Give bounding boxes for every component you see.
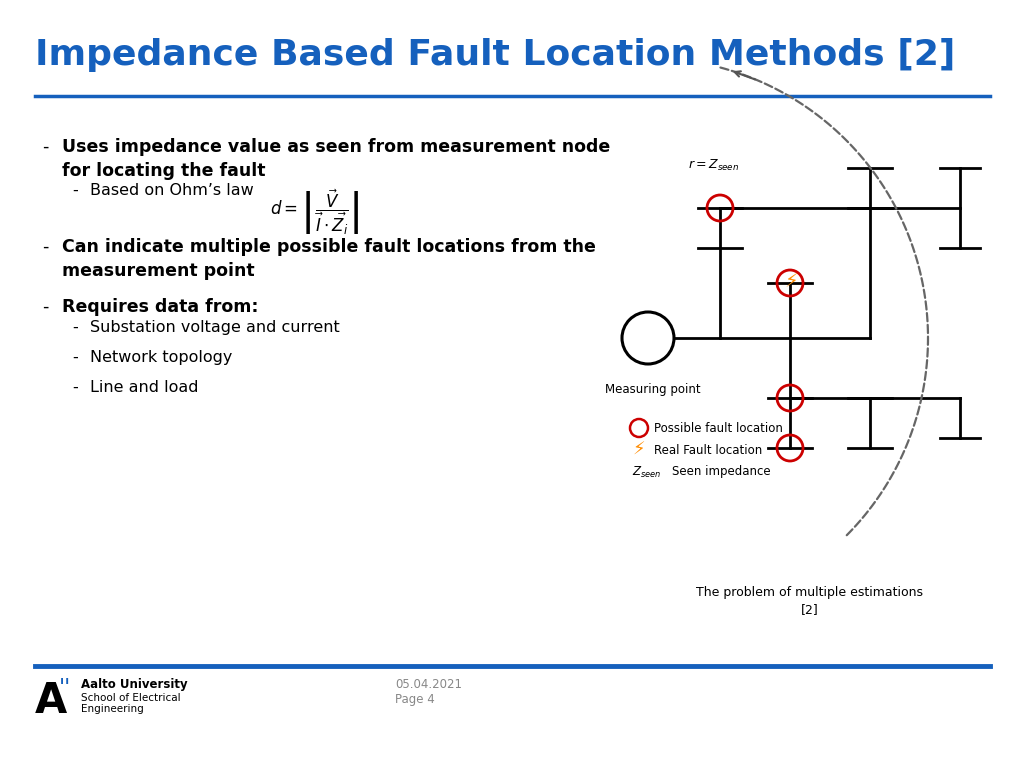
Text: Impedance Based Fault Location Methods [2]: Impedance Based Fault Location Methods [… <box>35 38 955 72</box>
Text: $d = \left|\dfrac{\vec{V}}{\vec{I}\cdot\vec{Z_i}}\right|$: $d = \left|\dfrac{\vec{V}}{\vec{I}\cdot\… <box>270 188 359 237</box>
Text: ⚡: ⚡ <box>633 441 645 459</box>
Text: Page 4: Page 4 <box>395 693 435 706</box>
Text: The problem of multiple estimations
[2]: The problem of multiple estimations [2] <box>696 586 924 616</box>
Text: Substation voltage and current: Substation voltage and current <box>90 320 340 335</box>
Text: Engineering: Engineering <box>81 704 143 714</box>
Text: Based on Ohm’s law: Based on Ohm’s law <box>90 183 254 198</box>
Text: 05.04.2021: 05.04.2021 <box>395 678 462 691</box>
Text: Line and load: Line and load <box>90 380 199 395</box>
Text: ⚡: ⚡ <box>784 273 798 292</box>
Text: Real Fault location: Real Fault location <box>654 443 762 456</box>
Text: School of Electrical: School of Electrical <box>81 693 180 703</box>
Text: A: A <box>35 680 68 722</box>
Text: Possible fault location: Possible fault location <box>654 422 783 435</box>
Text: -: - <box>72 183 78 198</box>
Text: Uses impedance value as seen from measurement node
for locating the fault: Uses impedance value as seen from measur… <box>62 138 610 180</box>
Text: Measuring point: Measuring point <box>605 383 700 396</box>
Text: '': '' <box>59 678 72 698</box>
Text: -: - <box>72 320 78 335</box>
Text: $r = Z_{seen}$: $r = Z_{seen}$ <box>688 158 739 173</box>
Text: Network topology: Network topology <box>90 350 232 365</box>
Text: Seen impedance: Seen impedance <box>672 465 771 478</box>
Text: -: - <box>42 298 48 316</box>
Text: -: - <box>72 380 78 395</box>
Text: $Z_{seen}$: $Z_{seen}$ <box>632 465 662 479</box>
Text: -: - <box>72 350 78 365</box>
Text: -: - <box>42 238 48 256</box>
Text: Requires data from:: Requires data from: <box>62 298 258 316</box>
Text: -: - <box>42 138 48 156</box>
Text: Can indicate multiple possible fault locations from the
measurement point: Can indicate multiple possible fault loc… <box>62 238 596 280</box>
Text: Aalto University: Aalto University <box>81 678 187 691</box>
